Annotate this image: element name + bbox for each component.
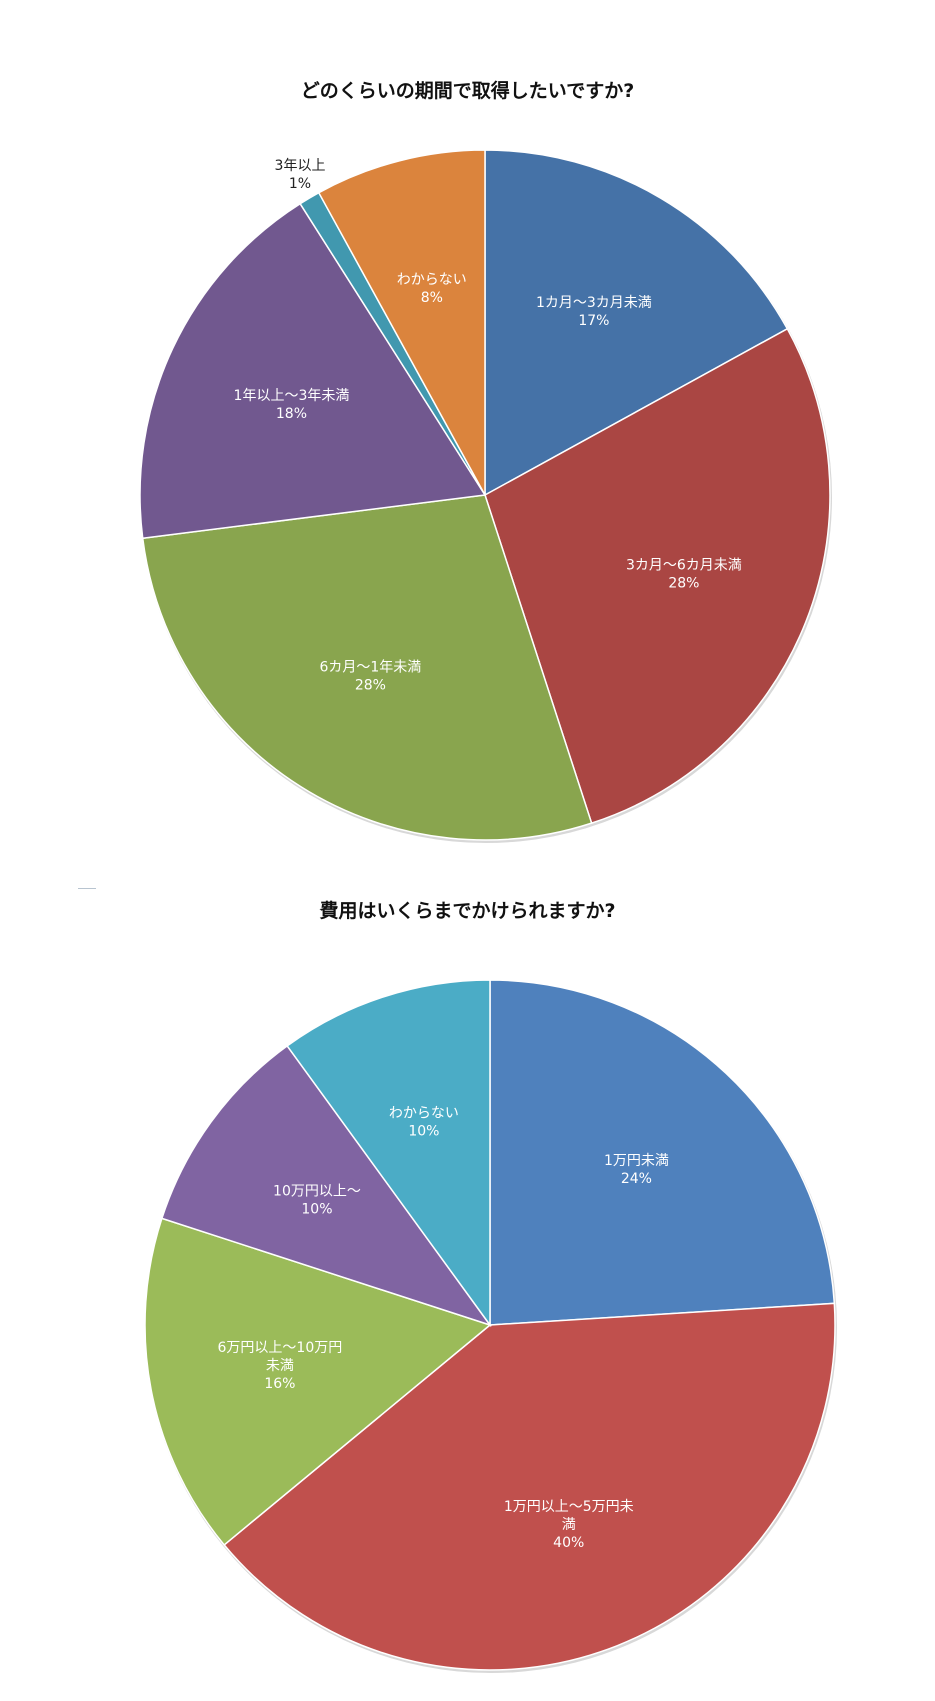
slice-label: 1万円未満 24% [604, 1153, 669, 1187]
pie-chart-duration: どのくらいの期間で取得したいですか? 1カ月～3カ月未満 17% 3カ月～6カ月未満… [139, 80, 832, 843]
pie-chart-svg: 1カ月～3カ月未満 17% 3カ月～6カ月未満 28% 6カ月～1年未満 28% 1年以上～… [139, 149, 832, 843]
slice-label: 6万円以上～10万円未満 16% [218, 1340, 343, 1392]
pie-slice [484, 149, 789, 497]
pie-slice [141, 494, 593, 841]
pie-slice [484, 327, 831, 825]
pie-chart-cost: 費用はいくらまでかけられますか? 1万円未満 24% 1万円以上～5万円未満 40% 6… [0, 860, 935, 1701]
slice-label: 3年以上 1% [275, 158, 326, 192]
slice-label: わからない 10% [389, 1106, 459, 1140]
slice-label: 1カ月～3カ月未満 17% [536, 295, 652, 329]
pie-chart-svg: 1万円未満 24% 1万円以上～5万円未満 40% 6万円以上～10万円未満 16% 10万… [144, 979, 837, 1673]
pie-slice [317, 149, 486, 496]
pie-slice [286, 979, 491, 1328]
chart-title: どのくらいの期間で取得したいですか? [300, 80, 635, 102]
divider-mark [78, 888, 96, 889]
slice-label: 1年以上～3年未満 18% [234, 388, 350, 422]
pie-slice [160, 1044, 492, 1327]
pie-slice [223, 1302, 836, 1671]
slice-label: 6カ月～1年未満 28% [319, 660, 421, 694]
slice-label: 3カ月～6カ月未満 28% [626, 558, 742, 592]
slice-label: 10万円以上～ 10% [273, 1183, 361, 1217]
pie-slice [489, 979, 836, 1326]
slice-label: わからない 8% [397, 272, 467, 306]
pie-slice [144, 1217, 492, 1546]
pie-slice [139, 202, 487, 540]
chart-title: 費用はいくらまでかけられますか? [319, 900, 616, 922]
slice-label: 1万円以上～5万円未満 40% [504, 1499, 634, 1551]
